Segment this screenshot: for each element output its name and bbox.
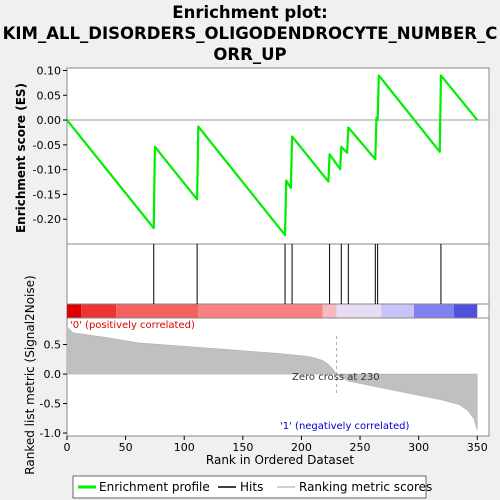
heat-band-segment: [198, 304, 323, 318]
chart-title-line-3: ORR_UP: [213, 45, 287, 64]
es-tick-label: -0.05: [33, 139, 61, 152]
rank-tick-label: -1.0: [40, 427, 61, 440]
rank-tick-label: -0.5: [40, 398, 61, 411]
es-tick-label: 0.05: [37, 89, 62, 102]
negative-correlation-label: '1' (negatively correlated): [280, 421, 409, 432]
heat-band-segment: [67, 304, 82, 318]
legend-hits-label: Hits: [240, 480, 263, 494]
es-tick-label: 0.10: [37, 64, 62, 77]
x-tick-label: 200: [291, 441, 312, 454]
enrichment-profile-line: [66, 74, 479, 237]
x-tick-label: 250: [350, 441, 371, 454]
chart-title: Enrichment plot: KIM_ALL_DISORDERS_OLIGO…: [0, 2, 500, 65]
x-tick-label: 0: [64, 441, 71, 454]
es-y-axis-label: Enrichment score (ES): [14, 83, 28, 233]
hits-panel: [66, 243, 490, 305]
heat-band-segment: [381, 304, 414, 318]
legend-metric-label: Ranking metric scores: [299, 480, 432, 494]
legend-box: [72, 475, 427, 499]
es-panel: [66, 67, 490, 245]
legend: Enrichment profile Hits Ranking metric s…: [72, 475, 432, 499]
x-tick-label: 150: [232, 441, 253, 454]
ranking-metric-area: [66, 326, 478, 431]
x-tick-label: 50: [119, 441, 133, 454]
x-tick-label: 300: [408, 441, 429, 454]
es-tick-label: -0.15: [33, 188, 61, 201]
rank-y-axis-label: Ranked list metric (Signal2Noise): [23, 275, 37, 474]
rank-tick-label: 0.0: [44, 368, 62, 381]
x-axis-label: Rank in Ordered Dataset: [206, 453, 354, 467]
heat-band-segment: [116, 304, 199, 318]
positive-correlation-label: '0' (positively correlated): [70, 320, 195, 331]
rank-tick-label: 0.5: [44, 339, 62, 352]
x-tick-label: 350: [467, 441, 488, 454]
es-tick-label: 0.00: [37, 114, 62, 127]
legend-profile-label: Enrichment profile: [99, 480, 210, 494]
x-tick-label: 100: [174, 441, 195, 454]
heat-band-segment: [453, 304, 478, 318]
es-tick-label: -0.10: [33, 164, 61, 177]
chart-title-line-1: Enrichment plot:: [172, 3, 328, 22]
chart-title-line-2: KIM_ALL_DISORDERS_OLIGODENDROCYTE_NUMBER…: [2, 24, 498, 43]
zero-cross-label: Zero cross at 230: [292, 372, 380, 383]
heat-band-segment: [322, 304, 337, 318]
heat-band-segment: [81, 304, 117, 318]
heat-band-segment: [336, 304, 382, 318]
heat-band-segment: [413, 304, 454, 318]
es-tick-label: -0.20: [33, 213, 61, 226]
